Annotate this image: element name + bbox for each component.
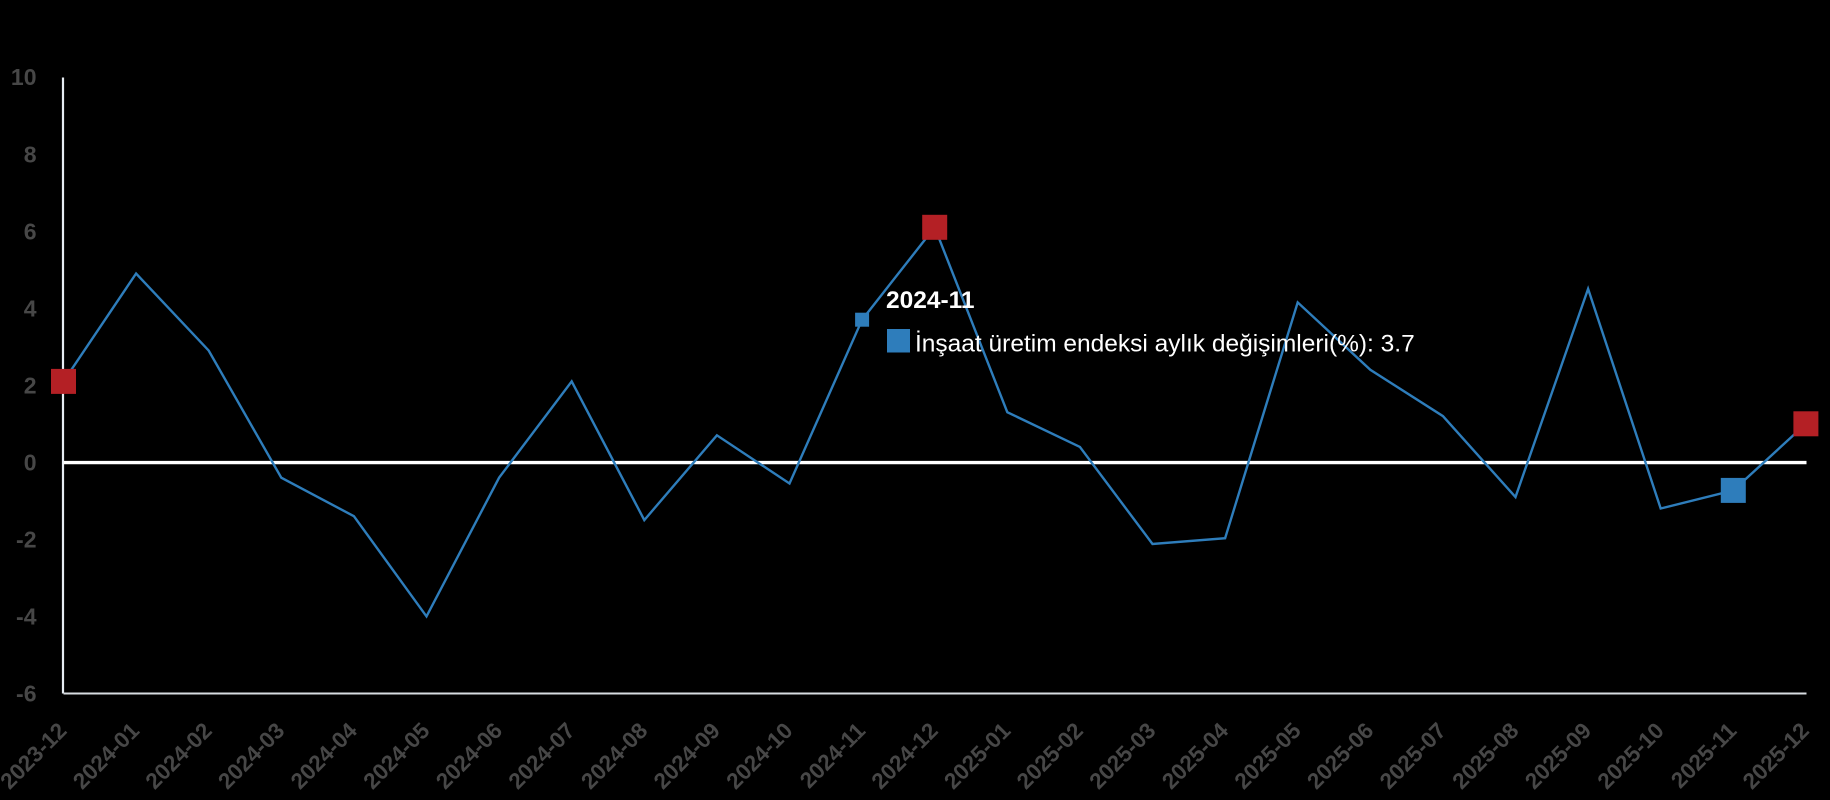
svg-text:4: 4 [24, 295, 37, 321]
svg-text:2: 2 [24, 372, 37, 398]
svg-text:6: 6 [24, 218, 37, 244]
svg-text:İnşaat üretim endeksi aylık de: İnşaat üretim endeksi aylık değişimleri(… [915, 331, 1415, 358]
svg-text:-6: -6 [16, 681, 36, 707]
svg-text:10: 10 [11, 64, 37, 90]
svg-text:8: 8 [24, 141, 37, 167]
svg-text:0: 0 [24, 450, 37, 476]
svg-text:-2: -2 [16, 527, 36, 553]
svg-text:2024-11: 2024-11 [886, 287, 975, 314]
svg-text:-4: -4 [16, 604, 37, 630]
